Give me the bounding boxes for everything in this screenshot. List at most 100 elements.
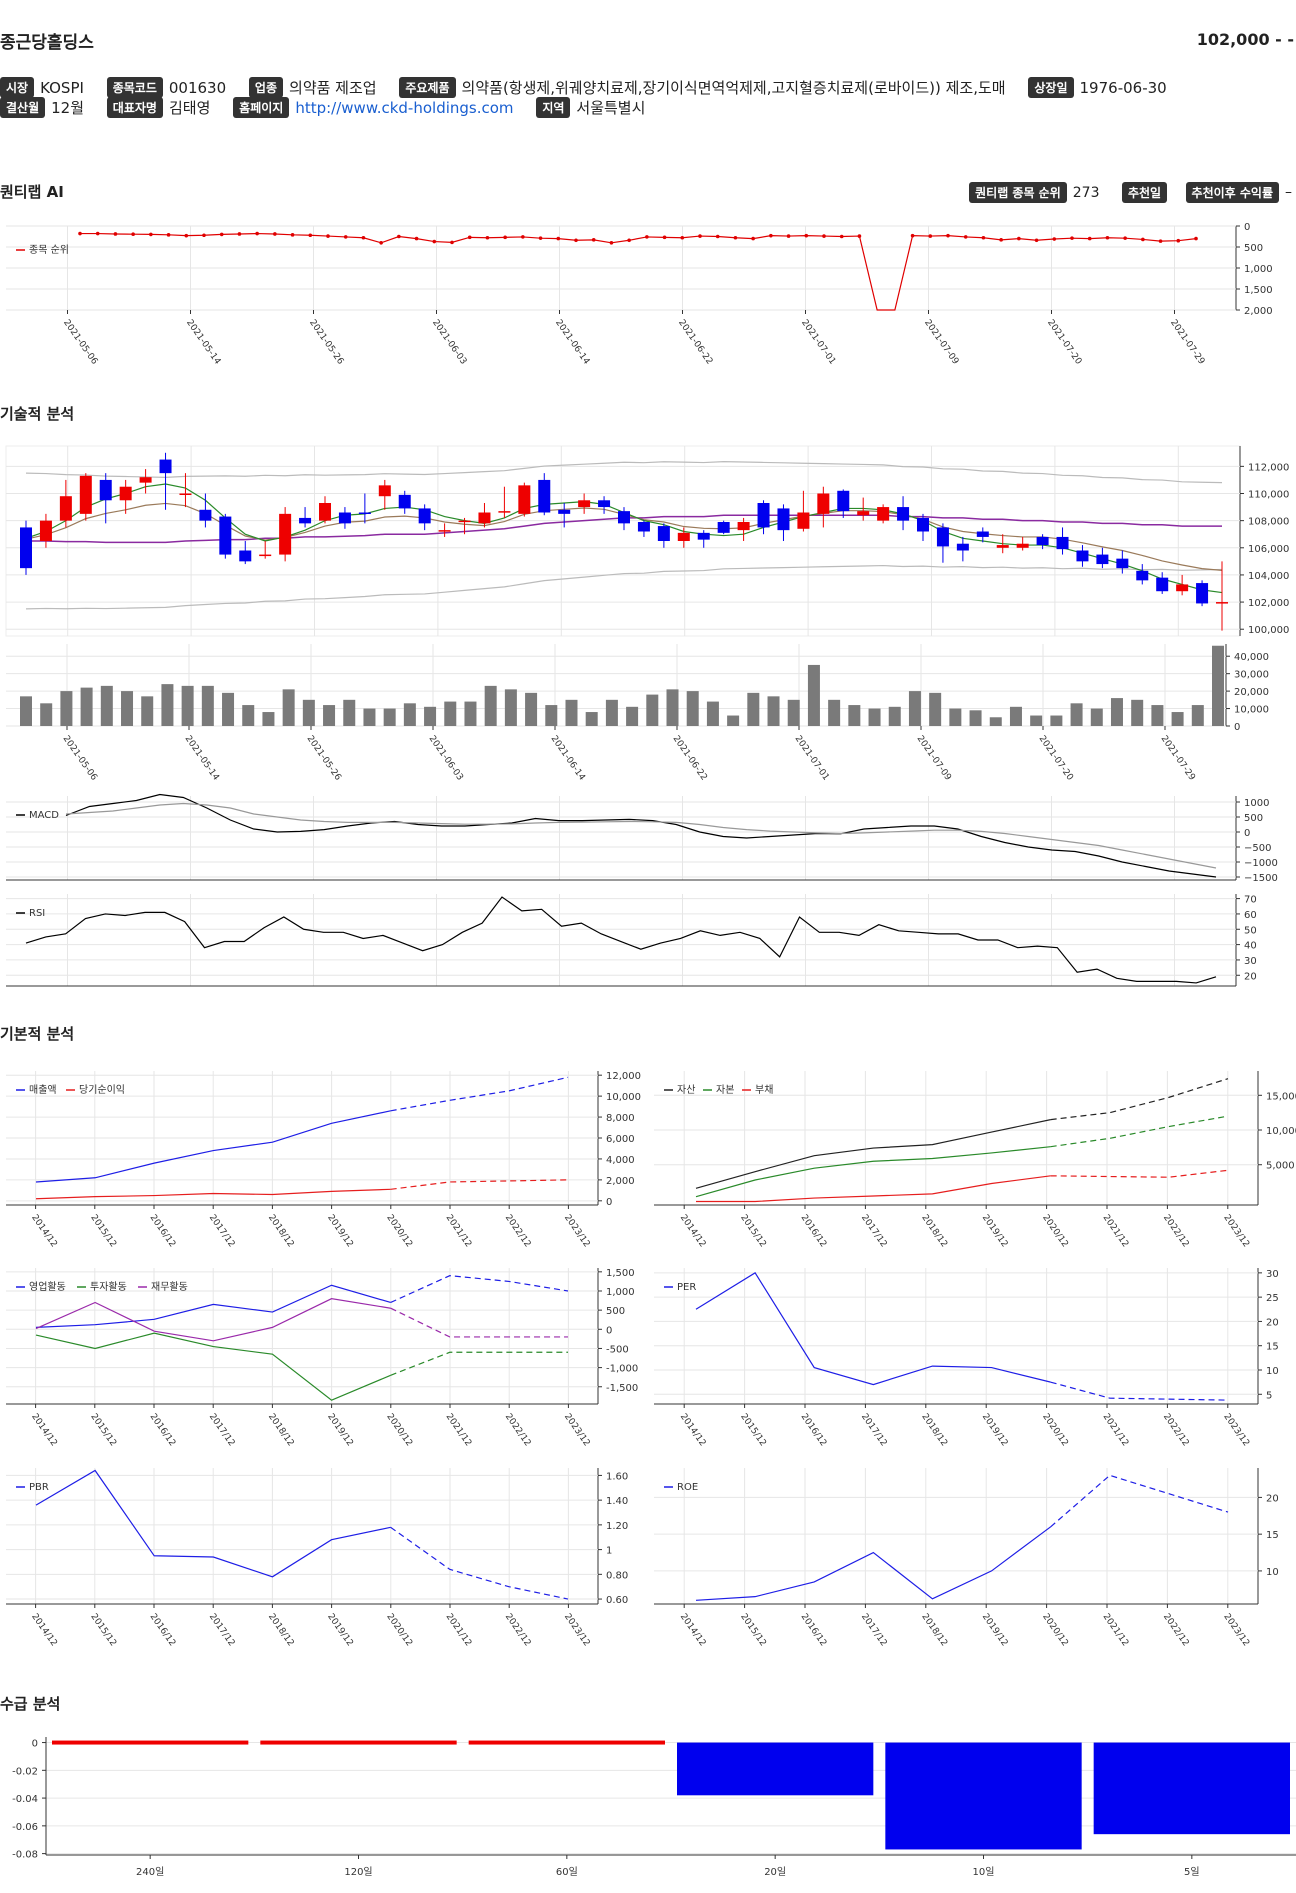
info-row-1: 시장 KOSPI 종목코드 001630 업종 의약품 제조업 주요제품 의약품(항생제… xyxy=(0,77,1185,98)
volume-bar xyxy=(767,696,780,726)
candle-body xyxy=(637,522,650,532)
x-tick-label: 2015/12 xyxy=(738,1612,768,1648)
y-tick-label: 1.40 xyxy=(606,1496,628,1507)
rank-point xyxy=(822,234,826,238)
rank-point xyxy=(1052,237,1057,241)
rank-point xyxy=(1017,236,1021,241)
volume-bar xyxy=(383,708,396,726)
rank-point xyxy=(999,238,1003,242)
volume-bar xyxy=(787,699,800,726)
candlestick-chart: 100,000 102,000 104,000 106,000 108,000 110,0… xyxy=(5,445,1289,637)
x-tick-label: 2021-06-14 xyxy=(553,318,591,367)
rank-point xyxy=(326,234,330,238)
volume-bar xyxy=(989,717,1002,726)
rank-point xyxy=(751,236,755,241)
y-tick-label: 500 xyxy=(606,1306,625,1317)
legend-label: MACD xyxy=(29,810,59,821)
x-tick-label: 20일 xyxy=(764,1866,786,1878)
x-tick-label: 2019/12 xyxy=(325,1612,355,1648)
supply-chart: 0 -0.02 -0.04 -0.06 -0.08 240일 120일 60일 20일 10일 5일 xyxy=(12,1737,1296,1878)
y-tick-label: 1 xyxy=(606,1546,612,1557)
volume-bar xyxy=(1191,705,1204,726)
x-tick-label: 2021-07-20 xyxy=(1045,318,1083,367)
candle-body xyxy=(1136,570,1149,581)
x-tick-label: 2021/12 xyxy=(444,1412,474,1448)
x-tick-label: 2021-05-14 xyxy=(184,318,222,367)
y-tick-label: 1.20 xyxy=(606,1521,628,1532)
y-tick-label: 1000 xyxy=(1244,798,1269,809)
homepage-badge: 홈페이지 xyxy=(233,97,290,118)
plot-area xyxy=(6,1468,598,1604)
rank-point xyxy=(78,231,82,236)
volume-bar xyxy=(1110,698,1123,726)
y-tick-label: 40 xyxy=(1244,941,1257,952)
rank-point xyxy=(627,238,631,243)
y-tick-label: 2,000 xyxy=(606,1176,635,1187)
x-tick-label: 2018/12 xyxy=(919,1213,949,1249)
rank-point xyxy=(131,232,135,236)
products-badge: 주요제품 xyxy=(399,77,456,98)
candle-body xyxy=(79,475,92,514)
candle-body xyxy=(1156,577,1169,592)
pbr-chart: 0.60 0.80 1 1.20 1.40 1.60 2014/12 2015/12 2016/… xyxy=(6,1468,628,1648)
x-tick-label: 2019/12 xyxy=(980,1213,1010,1249)
candle-body xyxy=(139,477,152,483)
supply-bar xyxy=(468,1740,665,1745)
rank-point xyxy=(1123,236,1127,240)
rank-point xyxy=(202,233,206,238)
rec-date-badge: 추천일 xyxy=(1121,182,1168,203)
candle-body xyxy=(538,479,551,513)
x-tick-label: 2021-07-29 xyxy=(1168,318,1206,367)
y-tick-label: 12,000 xyxy=(606,1071,641,1082)
rank-point xyxy=(698,234,702,238)
technical-title: 기술적 분석 xyxy=(0,405,75,423)
plot-area xyxy=(654,1468,1258,1604)
code-badge: 종목코드 xyxy=(106,77,163,98)
y-tick-label: 102,000 xyxy=(1248,598,1289,609)
legend-label: RSI xyxy=(29,908,45,919)
rank-point xyxy=(1141,237,1145,242)
x-tick-label: 2016/12 xyxy=(148,1412,178,1448)
candle-body xyxy=(239,550,252,562)
candle-body xyxy=(20,527,32,569)
legend-label: 영업활동 xyxy=(29,1280,66,1293)
y-tick-label: 10 xyxy=(1266,1567,1279,1578)
homepage-link[interactable]: http://www.ckd-holdings.com xyxy=(295,98,514,117)
x-tick-label: 2021-07-09 xyxy=(922,318,960,367)
volume-bar xyxy=(1030,715,1043,726)
x-tick-label: 2014/12 xyxy=(678,1412,708,1448)
rank-point xyxy=(1176,238,1181,243)
y-tick-label: 6,000 xyxy=(606,1134,635,1145)
series-line-actual xyxy=(695,1526,1052,1601)
y-tick-label: 0 xyxy=(1244,828,1250,839)
volume-bar xyxy=(828,699,841,726)
listing-date-value: 1976-06-30 xyxy=(1079,78,1167,97)
series-line-actual xyxy=(695,1146,1051,1198)
candle-body xyxy=(319,503,331,521)
region-value: 서울특별시 xyxy=(576,99,646,117)
series-line-actual xyxy=(696,1175,1051,1203)
candle-body xyxy=(996,545,1009,548)
macd-chart: 1000 500 0 −500 −1000 −1500 MACD xyxy=(6,793,1278,884)
candle-body xyxy=(458,520,471,523)
x-tick-label: 2020/12 xyxy=(384,1612,414,1648)
rank-point xyxy=(397,234,401,239)
market-value: KOSPI xyxy=(40,78,84,97)
y-tick-label: -1,000 xyxy=(606,1364,638,1375)
volume-bar xyxy=(343,699,356,726)
x-tick-label: 2021-07-09 xyxy=(915,734,953,783)
rank-point xyxy=(1158,239,1163,243)
x-tick-label: 60일 xyxy=(556,1866,578,1878)
y-tick-label: 0 xyxy=(606,1197,612,1208)
volume-bar xyxy=(868,708,881,726)
x-tick-label: 2022/12 xyxy=(1161,1412,1191,1448)
rank-point xyxy=(184,233,189,238)
volume-bar xyxy=(747,692,760,726)
company-name: 종근당홀딩스 xyxy=(0,33,94,53)
volume-bar xyxy=(888,706,901,726)
x-tick-label: 2023/12 xyxy=(562,1412,592,1448)
volume-bar xyxy=(565,699,578,726)
volume-bar xyxy=(545,705,558,726)
legend-label: PER xyxy=(677,1282,696,1293)
candle-body xyxy=(737,522,750,531)
